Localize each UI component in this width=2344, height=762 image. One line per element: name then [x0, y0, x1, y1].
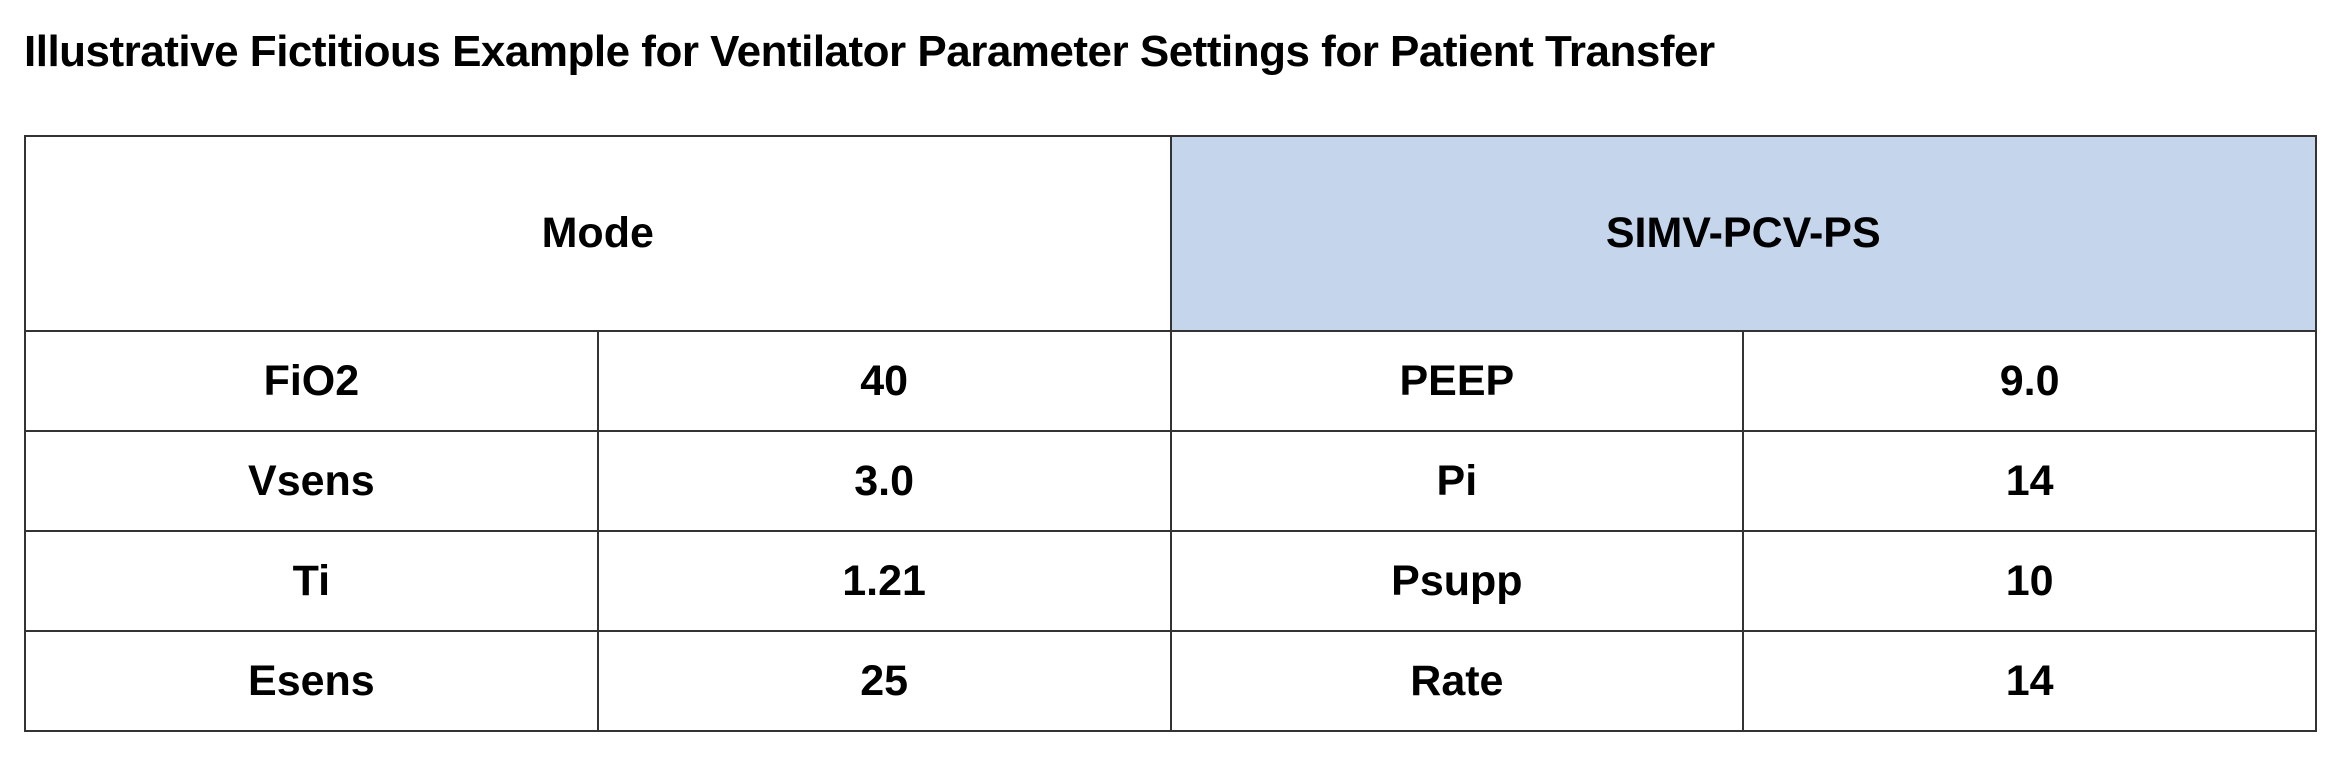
table-body: Mode SIMV-PCV-PS FiO2 40 PEEP 9.0 Vsens 3.0 Pi 14… — [24, 135, 2317, 732]
title: Illustrative Fictitious Example for Vent… — [24, 27, 1715, 76]
parameter-cell: Psupp — [1169, 530, 1745, 632]
value-cell: 3.0 — [596, 430, 1172, 532]
parameter-cell: Rate — [1169, 630, 1745, 732]
value-cell: 1.21 — [596, 530, 1172, 632]
parameter-cell: Vsens — [24, 430, 599, 532]
header-cell: Mode — [24, 135, 1172, 332]
parameter-cell: Ti — [24, 530, 599, 632]
value-cell: 10 — [1742, 530, 2317, 632]
parameter-cell: FiO2 — [24, 330, 599, 432]
table-row: Esens 25 Rate 14 — [24, 630, 2317, 732]
parameter-cell: Pi — [1169, 430, 1745, 532]
value-cell: 14 — [1742, 630, 2317, 732]
value-cell: 40 — [596, 330, 1172, 432]
value-cell: 14 — [1742, 430, 2317, 532]
value-cell: 25 — [596, 630, 1172, 732]
table-row: Ti 1.21 Psupp 10 — [24, 530, 2317, 632]
table-row: Vsens 3.0 Pi 14 — [24, 430, 2317, 532]
parameter-cell: Esens — [24, 630, 599, 732]
value-cell: 9.0 — [1742, 330, 2317, 432]
parameter-cell: PEEP — [1169, 330, 1745, 432]
header-cell: SIMV-PCV-PS — [1169, 135, 2317, 332]
table-row: FiO2 40 PEEP 9.0 — [24, 330, 2317, 432]
header-row: Mode SIMV-PCV-PS — [24, 135, 2317, 332]
settings-table: Mode SIMV-PCV-PS FiO2 40 PEEP 9.0 Vsens 3.0 Pi 14… — [24, 135, 2317, 732]
